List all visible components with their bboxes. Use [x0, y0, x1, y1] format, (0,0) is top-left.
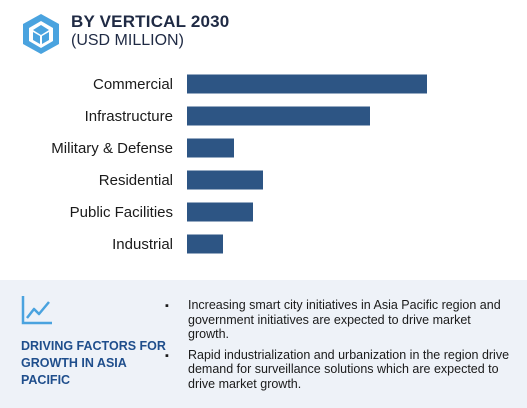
driving-factors-heading: DRIVING FACTORS FOR GROWTH IN ASIA PACIF… — [21, 339, 166, 387]
category-label: Commercial — [93, 76, 173, 93]
chart-title: BY VERTICAL 2030 — [71, 12, 230, 31]
bar — [187, 170, 263, 190]
bar — [187, 106, 370, 126]
category-label: Military & Defense — [51, 140, 173, 157]
bullet-icon: ▪ — [165, 300, 169, 312]
category-label: Industrial — [112, 236, 173, 253]
list-item: ▪ Increasing smart city initiatives in A… — [162, 298, 512, 342]
bar — [187, 202, 253, 222]
category-label: Infrastructure — [85, 108, 173, 125]
bar — [187, 234, 223, 254]
driving-factors-panel: DRIVING FACTORS FOR GROWTH IN ASIA PACIF… — [0, 280, 527, 408]
category-label: Public Facilities — [70, 204, 173, 221]
bar — [187, 138, 234, 158]
bullet-icon: ▪ — [165, 349, 169, 362]
bar — [187, 74, 427, 94]
bullet-text: Rapid industrialization and urbanization… — [188, 347, 510, 391]
bar-chart: Commercial Infrastructure Military & Defen… — [0, 60, 527, 270]
list-item: ▪ Rapid industrialization and urbanizati… — [162, 348, 512, 392]
category-label: Residential — [99, 172, 173, 189]
cube-icon — [23, 14, 59, 54]
chart-header: BY VERTICAL 2030 (USD MILLION) — [20, 10, 510, 56]
trend-line-icon — [21, 296, 52, 325]
bullet-text: Increasing smart city initiatives in Asi… — [188, 298, 501, 341]
driving-factors-list: ▪ Increasing smart city initiatives in A… — [162, 298, 512, 397]
bar-chart-svg: Commercial Infrastructure Military & Defen… — [51, 74, 427, 254]
chart-subtitle: (USD MILLION) — [71, 32, 184, 49]
